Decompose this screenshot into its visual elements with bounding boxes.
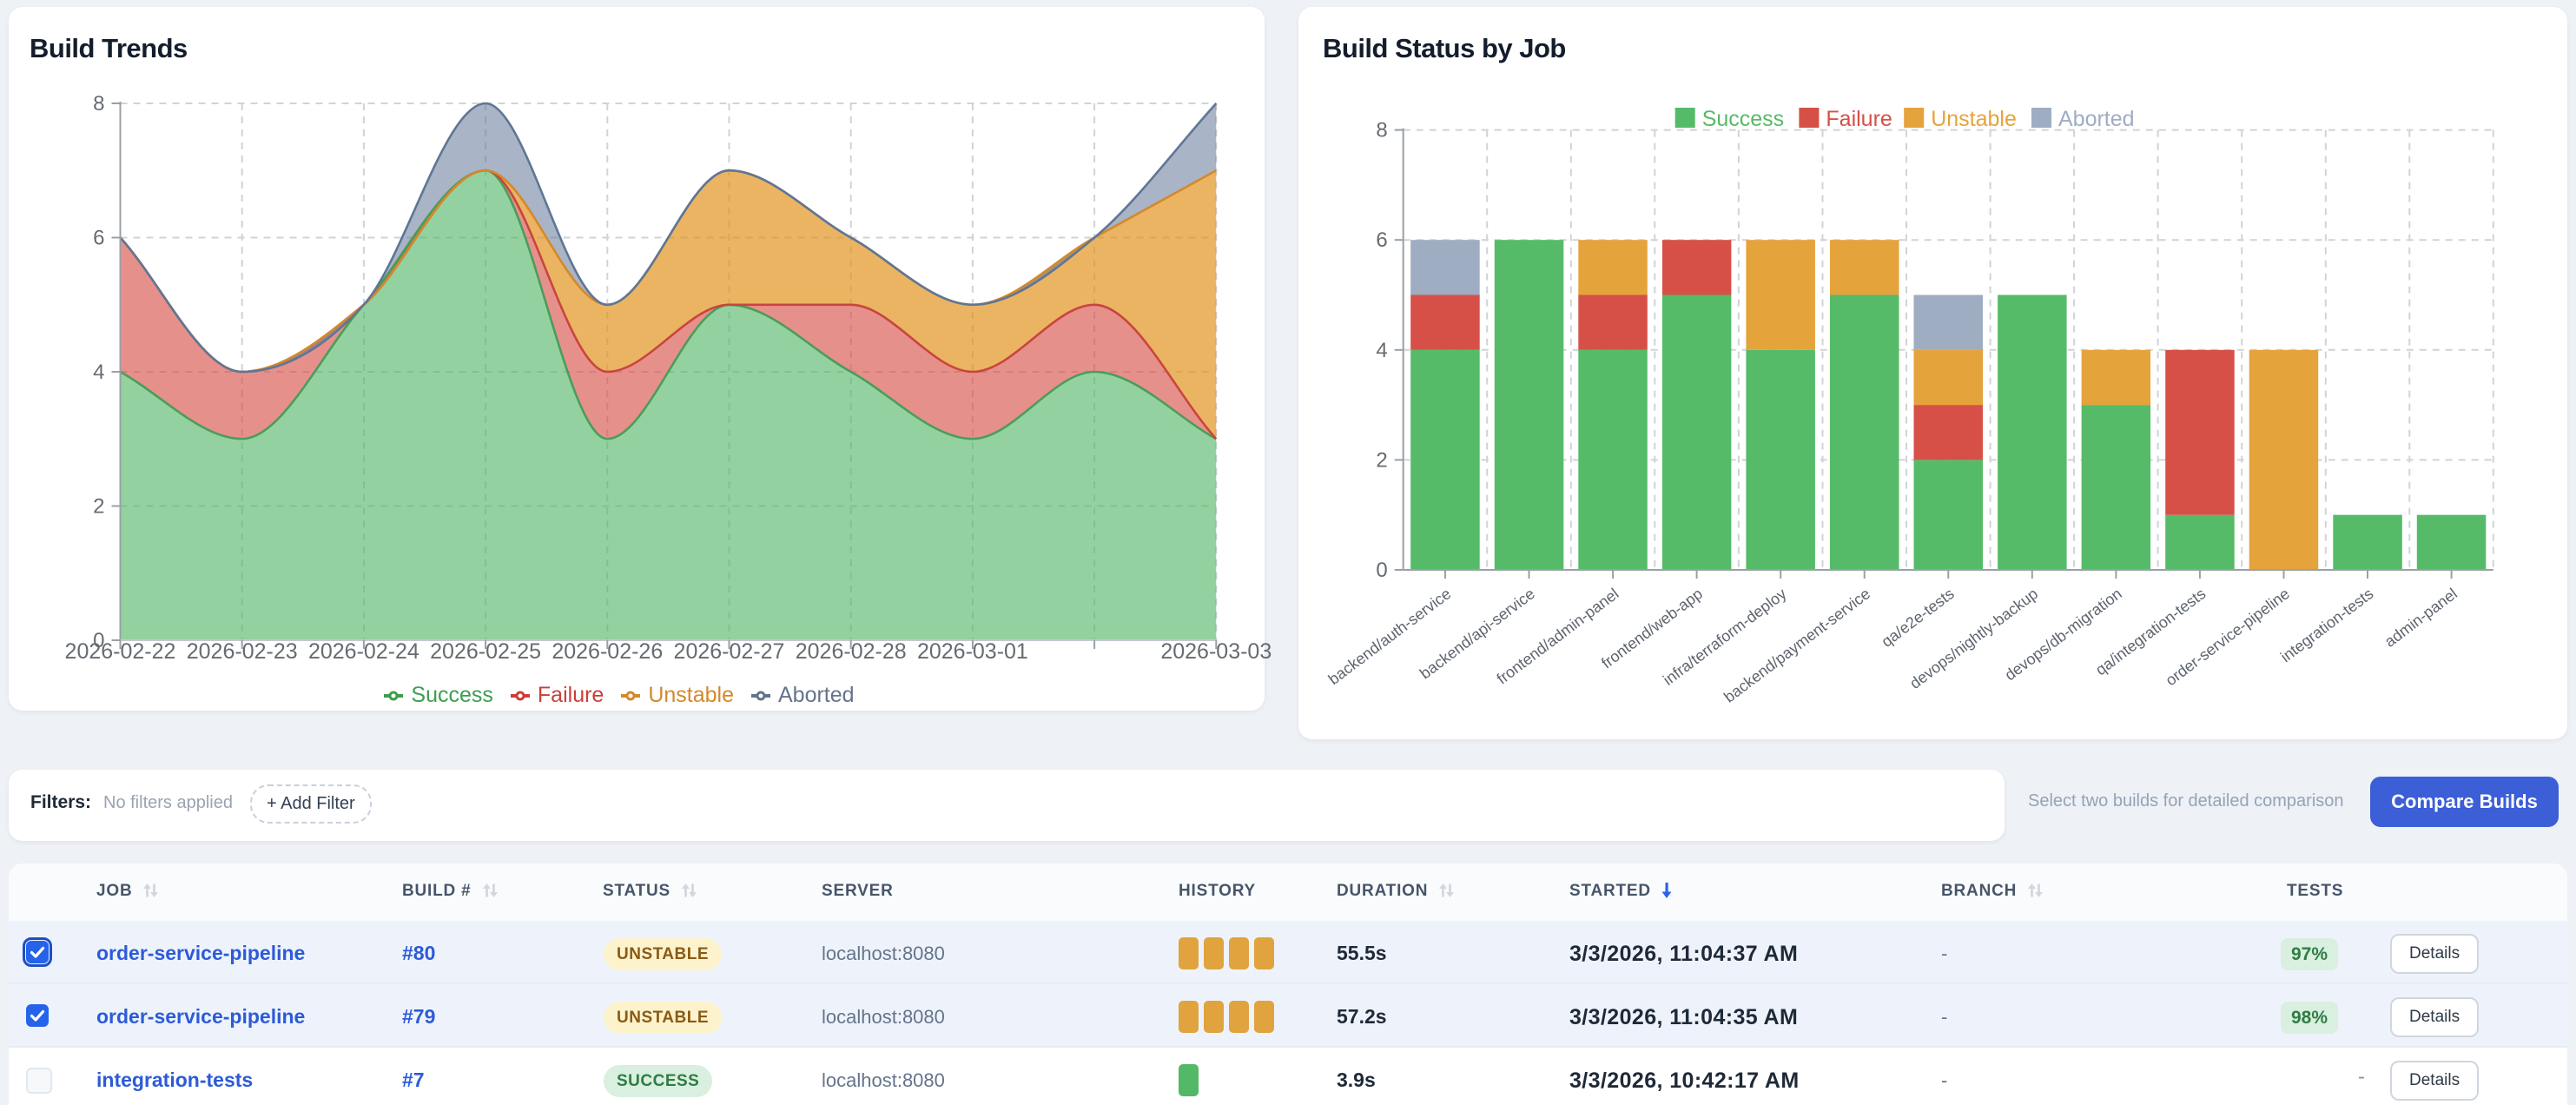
svg-text:integration-tests: integration-tests <box>2277 585 2376 665</box>
svg-text:2: 2 <box>1376 448 1387 472</box>
svg-text:2026-02-28: 2026-02-28 <box>796 639 907 664</box>
svg-text:2026-02-23: 2026-02-23 <box>187 639 298 664</box>
svg-text:2026-02-26: 2026-02-26 <box>552 639 663 664</box>
svg-text:2026-03-01: 2026-03-01 <box>917 639 1028 664</box>
svg-text:2: 2 <box>93 495 104 519</box>
svg-text:2026-03-03: 2026-03-03 <box>1160 639 1271 664</box>
svg-text:8: 8 <box>1376 119 1387 142</box>
svg-text:4: 4 <box>93 361 104 384</box>
svg-text:Unstable: Unstable <box>1931 107 2017 131</box>
svg-text:Aborted: Aborted <box>2058 107 2135 131</box>
svg-text:0: 0 <box>1376 559 1387 582</box>
svg-text:2026-02-24: 2026-02-24 <box>308 639 419 664</box>
svg-text:admin-panel: admin-panel <box>2381 585 2460 651</box>
svg-text:6: 6 <box>1376 228 1387 252</box>
svg-text:backend/payment-service: backend/payment-service <box>1721 585 1873 705</box>
svg-text:0: 0 <box>93 629 104 652</box>
svg-text:8: 8 <box>93 92 104 116</box>
svg-text:4: 4 <box>1376 339 1387 362</box>
svg-text:2026-02-25: 2026-02-25 <box>430 639 541 664</box>
svg-text:Failure: Failure <box>1826 107 1892 131</box>
svg-text:qa/e2e-tests: qa/e2e-tests <box>1879 585 1958 651</box>
svg-text:2026-02-27: 2026-02-27 <box>674 639 785 664</box>
svg-text:6: 6 <box>93 227 104 250</box>
svg-text:2026-02-22: 2026-02-22 <box>65 639 176 664</box>
svg-text:Success: Success <box>1702 107 1784 131</box>
